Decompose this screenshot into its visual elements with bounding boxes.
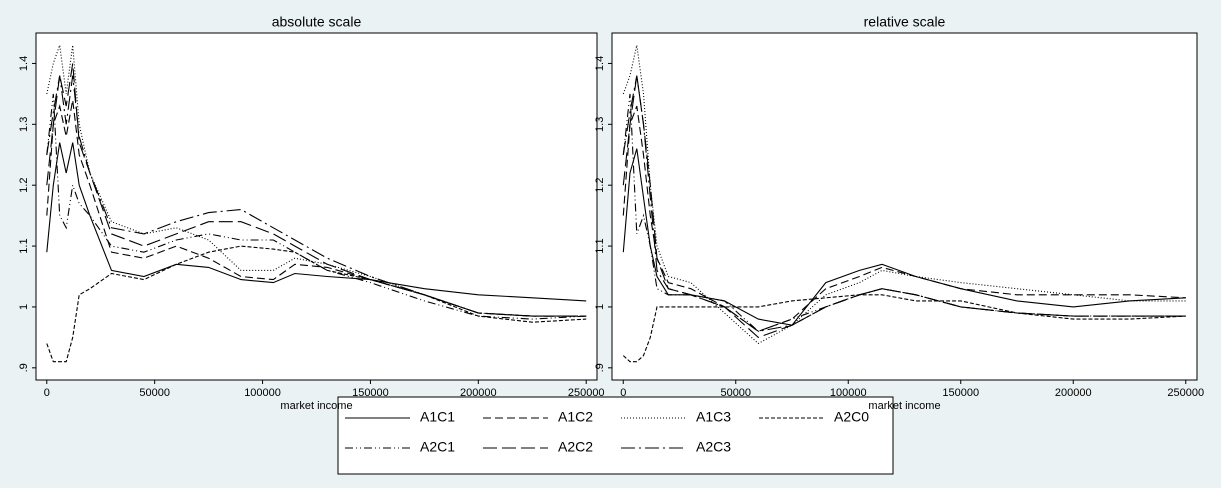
series-line xyxy=(622,75,1186,332)
y-tick-label: 1 xyxy=(18,304,30,310)
x-tick-label: 100000 xyxy=(244,387,281,399)
y-tick-label: 1.1 xyxy=(594,238,606,253)
legend-label: A1C2 xyxy=(558,409,593,425)
series-line xyxy=(46,142,587,302)
plot-area xyxy=(611,32,1198,381)
series-line xyxy=(46,75,587,317)
series-line xyxy=(622,294,1186,363)
series-line xyxy=(622,105,1186,332)
y-tick-label: 1.4 xyxy=(594,56,606,71)
x-tick-label: 200000 xyxy=(460,387,497,399)
panel-title: relative scale xyxy=(864,14,946,30)
x-axis-label: market income xyxy=(868,400,940,412)
x-tick-label: 100000 xyxy=(830,387,867,399)
y-tick-label: 1.2 xyxy=(594,178,606,193)
y-tick-label: 1.4 xyxy=(18,56,30,71)
x-tick-label: 50000 xyxy=(720,387,751,399)
y-tick-label: 1.2 xyxy=(18,178,30,193)
legend-label: A2C1 xyxy=(420,439,455,455)
series-line xyxy=(46,93,587,320)
x-tick-label: 200000 xyxy=(1055,387,1092,399)
panel-title: absolute scale xyxy=(272,14,362,30)
y-tick-label: 1 xyxy=(594,304,606,310)
y-tick-label: 1.3 xyxy=(594,117,606,132)
legend-label: A2C3 xyxy=(696,439,731,455)
x-tick-label: 0 xyxy=(44,387,50,399)
x-tick-label: 50000 xyxy=(139,387,170,399)
y-tick-label: .9 xyxy=(18,363,30,372)
legend-label: A1C1 xyxy=(420,409,455,425)
legend-label: A2C2 xyxy=(558,439,593,455)
plot-area xyxy=(35,32,598,381)
series-line xyxy=(622,148,1186,326)
x-tick-label: 150000 xyxy=(942,387,979,399)
legend-box xyxy=(337,396,894,475)
series-line xyxy=(46,63,587,317)
x-tick-label: 0 xyxy=(620,387,626,399)
y-tick-label: 1.1 xyxy=(18,238,30,253)
y-tick-label: 1.3 xyxy=(18,117,30,132)
legend-label: A1C3 xyxy=(696,409,731,425)
x-axis-label: market income xyxy=(280,400,352,412)
y-tick-label: .9 xyxy=(594,363,606,372)
x-tick-label: 150000 xyxy=(352,387,389,399)
legend-label: A2C0 xyxy=(834,409,869,425)
series-line xyxy=(46,99,587,317)
x-tick-label: 250000 xyxy=(568,387,605,399)
x-tick-label: 250000 xyxy=(1167,387,1204,399)
